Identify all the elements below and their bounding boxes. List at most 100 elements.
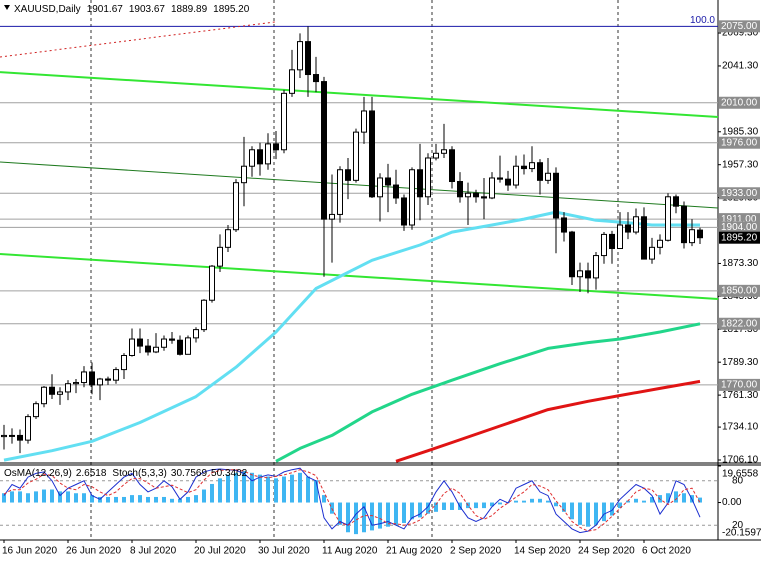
osma-bar — [42, 489, 46, 503]
osma-bar — [498, 502, 502, 505]
x-tick-label: 30 Jul 2020 — [258, 546, 310, 557]
osma-bar — [282, 476, 286, 503]
candle-body — [353, 131, 359, 181]
candle-body — [297, 41, 303, 71]
candle-body — [25, 416, 31, 441]
candle-body — [241, 165, 247, 184]
y2-tick-label: 80 — [732, 475, 744, 486]
candle-body — [321, 81, 327, 220]
candle-body — [649, 246, 655, 260]
osma-bar — [338, 502, 342, 525]
osma-bar — [122, 496, 126, 503]
candle-body — [1, 434, 7, 438]
y-tick-label: 0.00 — [722, 497, 742, 508]
osma-bar — [274, 478, 278, 503]
osma-bar — [346, 502, 350, 533]
trend-line — [0, 21, 276, 58]
stoch-name: Stoch(5,3,3) — [112, 468, 166, 479]
trend-line — [0, 161, 719, 209]
candle-body — [177, 339, 183, 355]
osma-bar — [210, 483, 214, 503]
osma-bar — [642, 500, 646, 503]
candle-body — [457, 181, 463, 198]
header-value: 1889.89 — [171, 4, 208, 15]
candle-body — [225, 229, 231, 248]
osma-bar — [306, 476, 310, 503]
candle-body — [513, 165, 519, 186]
candle-body — [433, 152, 439, 159]
osma-bar — [194, 495, 198, 503]
candle-body — [17, 434, 23, 441]
level-label-box — [719, 317, 760, 330]
candle-body — [465, 192, 471, 198]
candle-body — [329, 213, 335, 220]
osma-bar — [442, 502, 446, 510]
header-value: 1895.20 — [213, 4, 250, 15]
osma-bar — [698, 497, 702, 503]
x-tick-label: 24 Sep 2020 — [578, 546, 635, 557]
osma-bar — [578, 502, 582, 525]
osma-bar — [682, 493, 686, 503]
candle-body — [105, 378, 111, 381]
osma-bar — [250, 472, 254, 503]
osma-bar — [18, 491, 22, 503]
level-label: 1822.00 — [721, 318, 758, 329]
level-label-box — [719, 378, 760, 391]
candle-body — [369, 110, 375, 198]
level-label: 2010.00 — [721, 97, 758, 108]
x-tick-label: 2 Sep 2020 — [450, 546, 502, 557]
y-tick-label: 1873.30 — [722, 258, 759, 269]
osma-bar — [666, 493, 670, 503]
osma-bar — [298, 472, 302, 503]
candle-body — [553, 172, 559, 219]
osma-bar — [202, 489, 206, 503]
candle-body — [401, 197, 407, 226]
candle-body — [169, 338, 175, 341]
osma-bar — [402, 502, 406, 523]
candle-body — [545, 172, 551, 181]
y-tick-label: -20.1597 — [722, 528, 761, 539]
osma-bar — [418, 502, 422, 518]
candle-body — [185, 337, 191, 355]
osma-bar — [10, 491, 14, 503]
osma-bar — [226, 474, 230, 503]
header: XAUUSD,Daily 1901.67 1903.67 1889.89 1895.20 — [14, 4, 250, 15]
candle-body — [409, 169, 415, 226]
oscillator-header: OsMA(12,26,9) 2.6518 Stoch(5,3,3) 30.7569 50… — [4, 468, 248, 479]
osma-bar — [354, 502, 358, 535]
x-tick-label: 8 Jul 2020 — [130, 546, 177, 557]
osma-bar — [554, 502, 558, 507]
osma-bar — [258, 474, 262, 503]
y-tick-label: 1734.10 — [722, 422, 759, 433]
osma-bar — [610, 502, 614, 516]
candle-body — [561, 217, 567, 233]
candle-body — [385, 177, 391, 186]
stoch-main — [3, 467, 701, 534]
candle-body — [49, 386, 55, 395]
symbol: XAUUSD,Daily — [14, 4, 81, 15]
level-label-box — [719, 20, 760, 33]
osma-bar — [146, 496, 150, 503]
candle-body — [377, 177, 383, 198]
header-value: 1903.67 — [129, 4, 166, 15]
candle-body — [137, 338, 143, 347]
x-tick-label: 21 Aug 2020 — [386, 546, 443, 557]
osma-bar — [2, 493, 6, 503]
osma-bar — [650, 496, 654, 503]
level-label: 1976.00 — [721, 137, 758, 148]
candle-body — [673, 196, 679, 207]
y-tick-label: 1706.10 — [722, 455, 759, 466]
candle-body — [81, 371, 87, 384]
osma-name: OsMA(12,26,9) — [4, 468, 72, 479]
fib-label: 100.0 — [690, 15, 715, 26]
moving-average — [3, 210, 700, 462]
candle-body — [289, 69, 295, 94]
candle-body — [481, 196, 487, 199]
osma-bar — [674, 491, 678, 503]
level-label-box — [719, 284, 760, 297]
osma-bar — [50, 489, 54, 503]
symbol-icon — [4, 5, 10, 10]
candle-body — [361, 110, 367, 133]
